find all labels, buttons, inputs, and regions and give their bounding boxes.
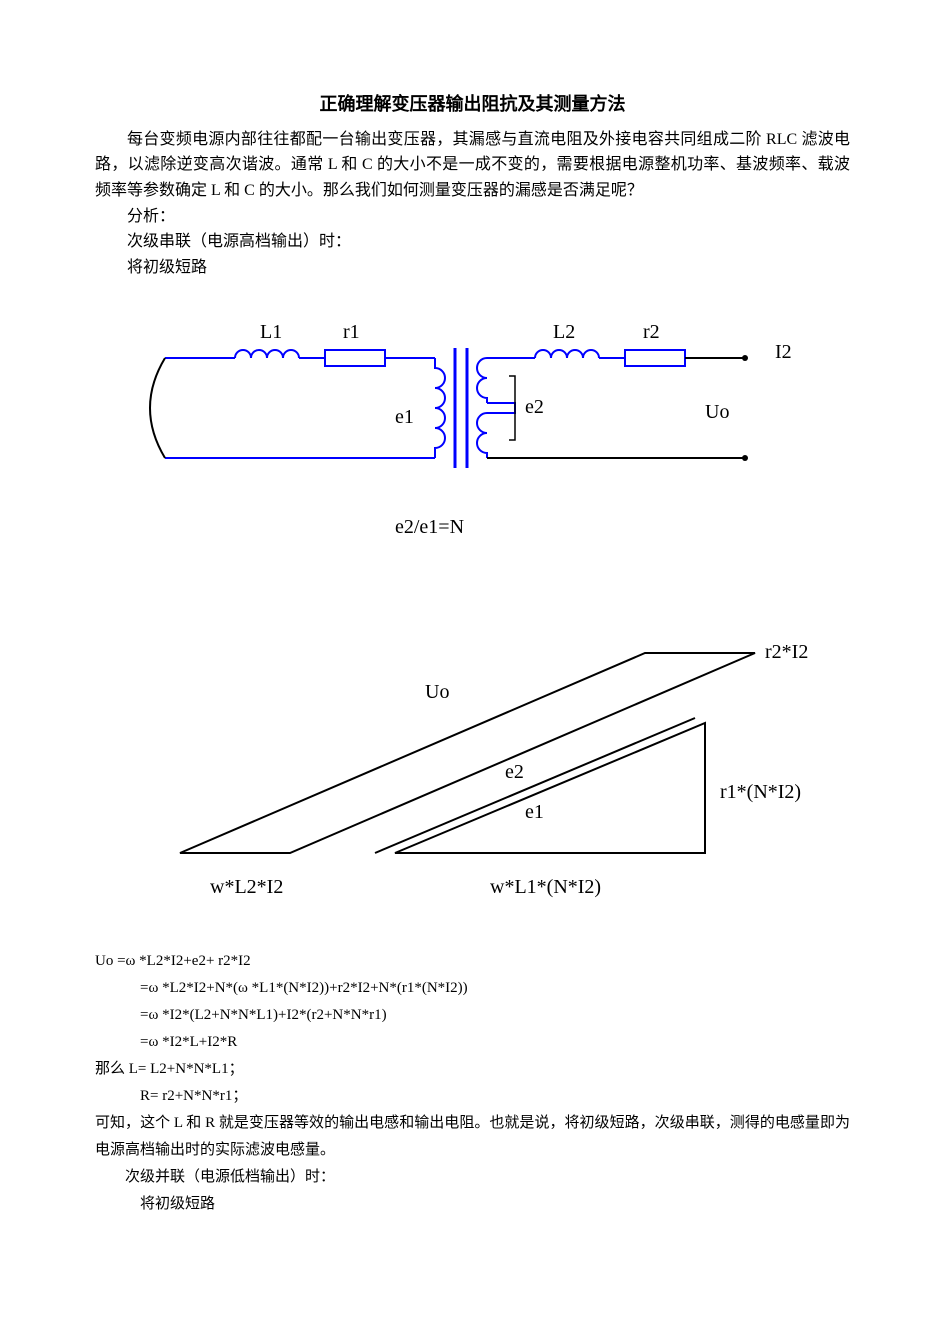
eq-2: =ω *L2*I2+N*(ω *L1*(N*I2))+r2*I2+N*(r1*(… [95, 975, 850, 1002]
ph-e1: e1 [525, 801, 544, 823]
label-e2: e2 [525, 396, 544, 418]
ph-r2I2: r2*I2 [765, 641, 808, 663]
eq-5: 那么 L= L2+N*N*L1； [95, 1056, 850, 1083]
eq-6: R= r2+N*N*r1； [95, 1083, 850, 1110]
label-ratio: e2/e1=N [395, 516, 464, 538]
eq-4: =ω *I2*L+I2*R [95, 1029, 850, 1056]
label-L2: L2 [553, 321, 575, 343]
circuit-figure: L1 r1 e1 L2 r2 e2 I2 Uo e2/e1=N [95, 288, 850, 587]
eq-8: 次级并联（电源低档输出）时： [95, 1164, 850, 1191]
label-Uo: Uo [705, 401, 729, 423]
label-I2: I2 [775, 341, 792, 363]
ph-r1NI2: r1*(N*I2) [720, 781, 801, 803]
phasor-figure: Uo e2 e1 r2*I2 r1*(N*I2) w*L2*I2 w*L1*(N… [95, 603, 850, 932]
eq-3: =ω *I2*(L2+N*N*L1)+I2*(r2+N*N*r1) [95, 1002, 850, 1029]
short-primary-label: 将初级短路 [95, 255, 850, 281]
ph-Uo: Uo [425, 681, 449, 703]
label-r1: r1 [343, 321, 360, 343]
analysis-label: 分析： [95, 204, 850, 230]
ph-wL2I2: w*L2*I2 [210, 876, 283, 898]
derivation-block: Uo =ω *L2*I2+e2+ r2*I2 =ω *L2*I2+N*(ω *L… [95, 948, 850, 1218]
eq-7: 可知，这个 L 和 R 就是变压器等效的输出电感和输出电阻。也就是说，将初级短路… [95, 1110, 850, 1164]
label-e1: e1 [395, 406, 414, 428]
eq-1: Uo =ω *L2*I2+e2+ r2*I2 [95, 948, 850, 975]
ph-e2: e2 [505, 761, 524, 783]
label-r2: r2 [643, 321, 660, 343]
eq-9: 将初级短路 [95, 1191, 850, 1218]
intro-paragraph: 每台变频电源内部往往都配一台输出变压器，其漏感与直流电阻及外接电容共同组成二阶 … [95, 127, 850, 204]
series-case-label: 次级串联（电源高档输出）时： [95, 229, 850, 255]
label-L1: L1 [260, 321, 282, 343]
ph-wL1NI2: w*L1*(N*I2) [490, 876, 601, 898]
page-title: 正确理解变压器输出阻抗及其测量方法 [95, 90, 850, 119]
